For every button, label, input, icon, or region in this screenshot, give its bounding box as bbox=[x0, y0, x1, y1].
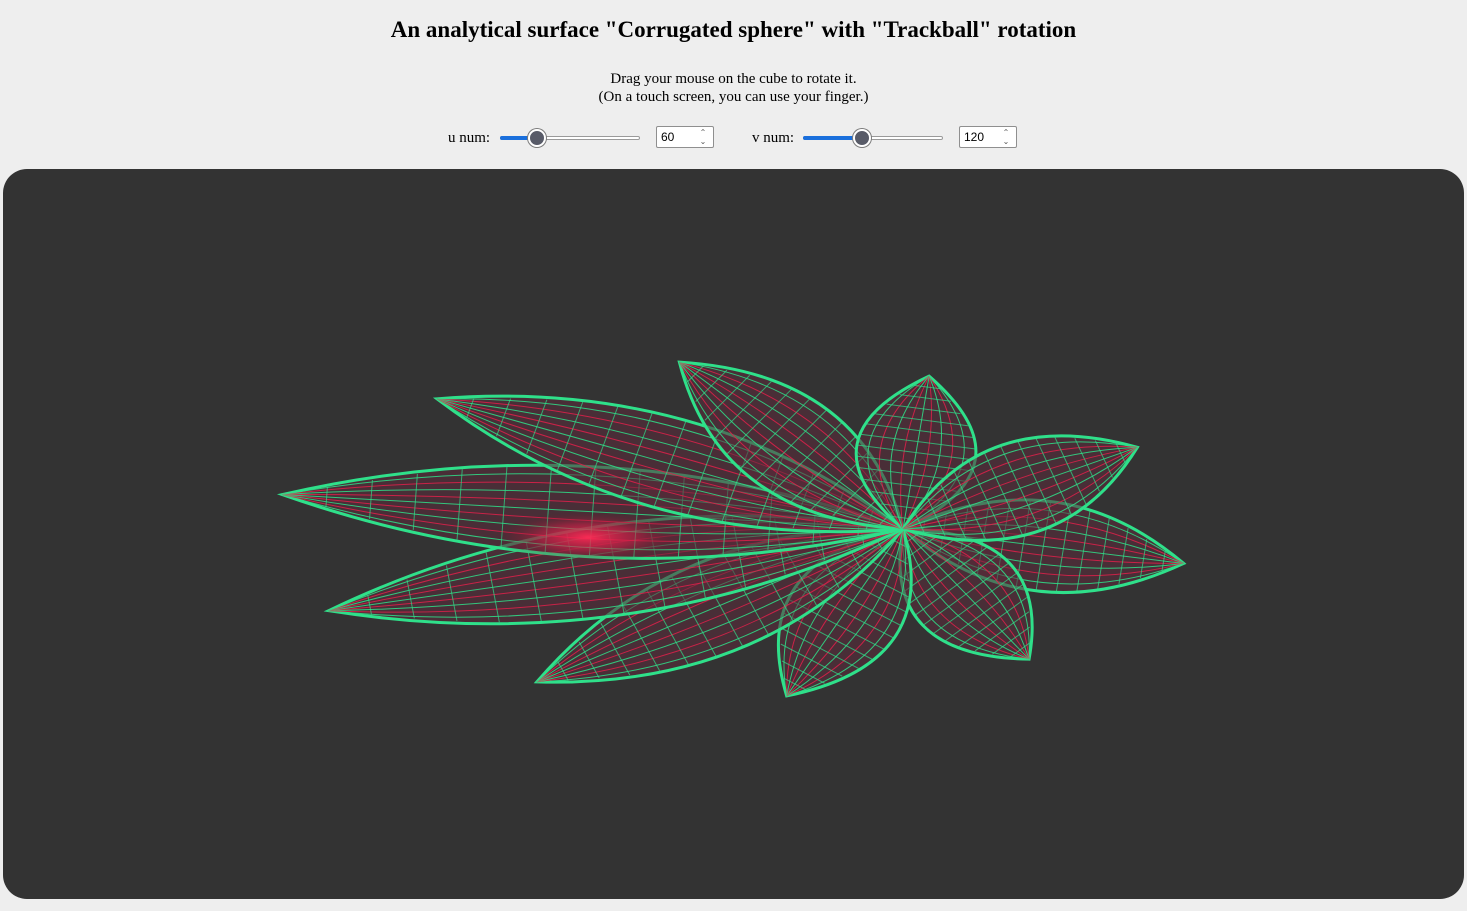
u-num-input[interactable]: 60 ⌃ ⌄ bbox=[656, 126, 714, 148]
u-slider-fill bbox=[500, 136, 538, 140]
chevron-down-icon[interactable]: ⌄ bbox=[1002, 137, 1010, 146]
u-num-value: 60 bbox=[661, 130, 675, 144]
page-title: An analytical surface "Corrugated sphere… bbox=[390, 17, 1077, 42]
instruction-line-1: Drag your mouse on the cube to rotate it… bbox=[610, 71, 857, 87]
u-num-spinner[interactable]: ⌃ ⌄ bbox=[696, 128, 710, 146]
surface-petal bbox=[677, 360, 905, 531]
v-num-spinner[interactable]: ⌃ ⌄ bbox=[999, 128, 1013, 146]
surface-petals bbox=[276, 360, 1187, 698]
canvas-3d[interactable] bbox=[3, 169, 1464, 899]
instructions: Drag your mouse on the cube to rotate it… bbox=[0, 70, 1467, 106]
v-slider-thumb[interactable] bbox=[853, 129, 872, 147]
instruction-line-2: (On a touch screen, you can use your fin… bbox=[598, 89, 869, 105]
controls-bar: u num: 60 ⌃ ⌄ v num: 120 ⌃ ⌄ bbox=[0, 124, 1467, 152]
surface-highlight bbox=[493, 511, 683, 563]
u-num-label: u num: bbox=[448, 130, 491, 146]
surface-petal bbox=[900, 434, 1140, 542]
corrugated-sphere-surface[interactable] bbox=[3, 169, 1464, 899]
chevron-down-icon[interactable]: ⌄ bbox=[699, 137, 707, 146]
v-num-input[interactable]: 120 ⌃ ⌄ bbox=[959, 126, 1017, 148]
v-slider-fill bbox=[803, 136, 863, 140]
v-num-value: 120 bbox=[964, 130, 985, 144]
u-num-slider[interactable] bbox=[500, 129, 640, 147]
u-slider-thumb[interactable] bbox=[528, 129, 547, 147]
chevron-up-icon[interactable]: ⌃ bbox=[1002, 128, 1010, 137]
v-num-label: v num: bbox=[752, 130, 795, 146]
v-num-slider[interactable] bbox=[803, 129, 943, 147]
chevron-up-icon[interactable]: ⌃ bbox=[699, 128, 707, 137]
